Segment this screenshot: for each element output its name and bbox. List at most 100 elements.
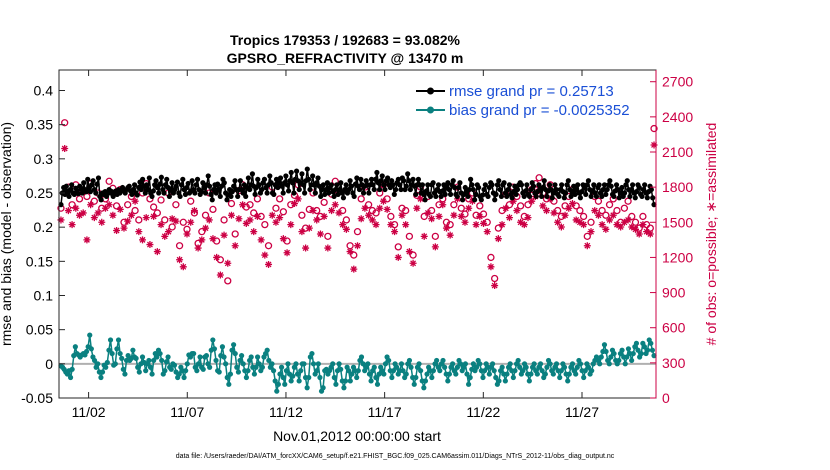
bias-point <box>473 364 480 370</box>
rmse-point <box>459 197 466 203</box>
bias-point <box>224 374 230 381</box>
rmse-point <box>356 186 363 193</box>
rmse-point <box>526 193 533 200</box>
rmse-series <box>58 166 657 208</box>
bias-point <box>408 364 414 370</box>
rmse-point <box>584 182 590 188</box>
bias-point <box>221 354 227 360</box>
bias-point <box>338 366 344 372</box>
bias-point <box>200 366 206 372</box>
bias-point <box>195 361 202 367</box>
rmse-point <box>228 193 234 200</box>
bias-point <box>582 368 588 374</box>
rmse-point <box>358 176 364 182</box>
assimilated-obs-point <box>153 248 161 256</box>
assimilated-obs-point <box>72 204 80 212</box>
bias-point <box>553 361 560 367</box>
rmse-point <box>164 176 170 182</box>
assimilated-obs-point <box>183 230 191 238</box>
possible-obs-point <box>298 211 306 219</box>
assimilated-obs-point <box>365 211 373 219</box>
assimilated-obs-point <box>179 263 187 271</box>
bias-point <box>526 378 532 384</box>
rmse-point <box>319 186 325 193</box>
assimilated-obs-point <box>224 259 232 267</box>
bias-point <box>355 368 361 374</box>
bias-point <box>645 347 651 353</box>
possible-obs-point <box>516 202 525 210</box>
y2-tick-label: 300 <box>662 355 686 371</box>
bias-point <box>467 374 473 381</box>
bias-point <box>629 357 635 364</box>
rmse-point <box>277 175 284 181</box>
rmse-point <box>468 176 474 182</box>
assimilated-obs-point <box>168 215 176 223</box>
rmse-point <box>340 195 347 201</box>
possible-obs-point <box>175 242 184 250</box>
bias-point <box>573 371 579 377</box>
bias-point <box>480 374 486 381</box>
bias-point <box>368 378 374 384</box>
rmse-point <box>306 176 312 182</box>
y-tick-label: 0.2 <box>34 219 54 235</box>
possible-obs-point <box>264 242 273 250</box>
y-tick-label: 0.1 <box>34 288 54 304</box>
assimilated-obs-point <box>528 197 536 205</box>
bias-point <box>114 346 120 352</box>
assimilated-obs-point <box>398 211 406 219</box>
assimilated-obs-point <box>346 248 354 256</box>
bias-point <box>558 368 564 374</box>
bias-point <box>254 354 261 360</box>
possible-obs-point <box>135 216 143 224</box>
assimilated-obs-point <box>135 228 143 236</box>
assimilated-obs-point <box>517 218 525 226</box>
assimilated-obs-point <box>242 219 250 227</box>
bias-point <box>109 350 115 357</box>
possible-obs-point <box>405 232 414 240</box>
assimilated-obs-point <box>368 216 376 224</box>
bias-point <box>597 361 603 367</box>
bias-point <box>304 385 310 391</box>
bias-point <box>168 366 174 372</box>
rmse-point <box>87 189 94 195</box>
assimilated-obs-point <box>476 212 484 220</box>
rmse-point <box>385 175 391 181</box>
bias-point <box>67 374 74 381</box>
possible-obs-point <box>187 197 195 205</box>
possible-obs-point <box>320 198 328 207</box>
y2-tick-label: 2100 <box>662 144 693 160</box>
possible-obs-point <box>490 274 499 283</box>
rmse-point <box>376 186 383 193</box>
rmse-point <box>446 186 452 193</box>
assimilated-obs-point <box>643 228 651 236</box>
rmse-point <box>381 182 387 188</box>
rmse-point <box>492 197 498 203</box>
assimilated-obs-point <box>502 204 510 212</box>
bias-point <box>411 381 417 387</box>
assimilated-obs-point <box>305 224 313 232</box>
rmse-point <box>132 182 138 188</box>
rmse-point <box>651 202 657 208</box>
rmse-point <box>235 193 241 200</box>
assimilated-obs-point <box>90 214 98 222</box>
bias-point <box>69 366 75 372</box>
assimilated-obs-point <box>461 218 469 226</box>
bias-series <box>58 332 657 394</box>
bias-point <box>446 371 453 377</box>
rmse-point <box>153 178 159 184</box>
bias-point <box>421 385 427 391</box>
bias-point <box>163 359 170 365</box>
possible-obs-point <box>628 212 636 221</box>
rmse-point <box>382 186 388 193</box>
possible-obs-point <box>220 216 228 224</box>
assimilated-obs-point <box>328 207 336 215</box>
bias-point <box>269 361 275 367</box>
rmse-point <box>259 186 265 193</box>
assimilated-obs-point <box>250 228 258 236</box>
possible-obs-point <box>224 277 232 285</box>
bias-point <box>589 368 595 374</box>
assimilated-obs-point <box>483 228 491 236</box>
bias-point <box>183 368 189 374</box>
bias-point <box>360 361 366 367</box>
